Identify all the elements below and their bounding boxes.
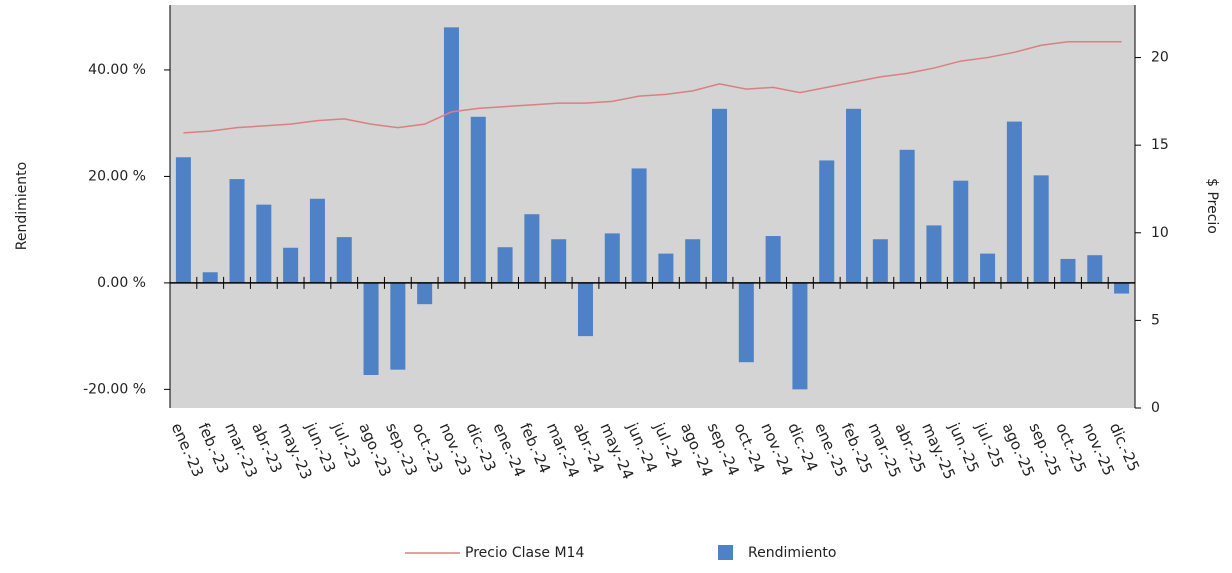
y-axis-label: Rendimiento [14, 162, 30, 250]
bar [551, 239, 567, 283]
bar [765, 236, 781, 283]
bar [417, 282, 433, 305]
bar [899, 149, 915, 283]
bar [631, 168, 647, 283]
bar [1006, 121, 1022, 283]
bar [202, 272, 218, 283]
bar [846, 108, 862, 283]
bar [953, 180, 969, 283]
legend-label: Precio Clase M14 [465, 545, 584, 561]
bar [497, 247, 513, 283]
bar [256, 204, 272, 283]
y2-tick-label: 15 [1151, 137, 1169, 153]
bar [524, 214, 540, 283]
bar [792, 282, 808, 390]
bar [390, 282, 406, 370]
bar [283, 247, 299, 283]
bar [1087, 255, 1103, 283]
bar [577, 282, 593, 337]
y2-axis-label: $ Precio [1204, 178, 1220, 234]
bar [658, 253, 674, 283]
bar [604, 233, 620, 283]
bar [926, 225, 942, 283]
bar [443, 27, 459, 283]
legend-swatch [718, 545, 733, 560]
bar [1033, 175, 1049, 283]
bar [980, 253, 996, 283]
price-line [183, 41, 1122, 134]
bar [685, 239, 701, 283]
bar [712, 108, 728, 283]
y-tick-label: 20.00 % [88, 168, 146, 184]
plot-area [170, 5, 1135, 408]
bar [872, 239, 888, 283]
y2-tick-label: 5 [1151, 312, 1160, 328]
bar [1114, 282, 1130, 294]
y2-tick-label: 20 [1151, 50, 1169, 66]
y-tick-label: 40.00 % [88, 62, 146, 78]
bar [363, 282, 379, 375]
bar [738, 282, 754, 363]
bar [175, 157, 191, 283]
y2-tick-label: 0 [1151, 400, 1160, 416]
bar [309, 198, 325, 283]
y-tick-label: -20.00 % [83, 381, 146, 397]
bar [819, 160, 835, 283]
bar [1060, 258, 1076, 283]
bar [470, 116, 486, 283]
bar [229, 179, 245, 283]
bar [336, 237, 352, 283]
legend-label: Rendimiento [748, 545, 836, 561]
y-tick-label: 0.00 % [97, 275, 146, 291]
y2-tick-label: 10 [1151, 225, 1169, 241]
